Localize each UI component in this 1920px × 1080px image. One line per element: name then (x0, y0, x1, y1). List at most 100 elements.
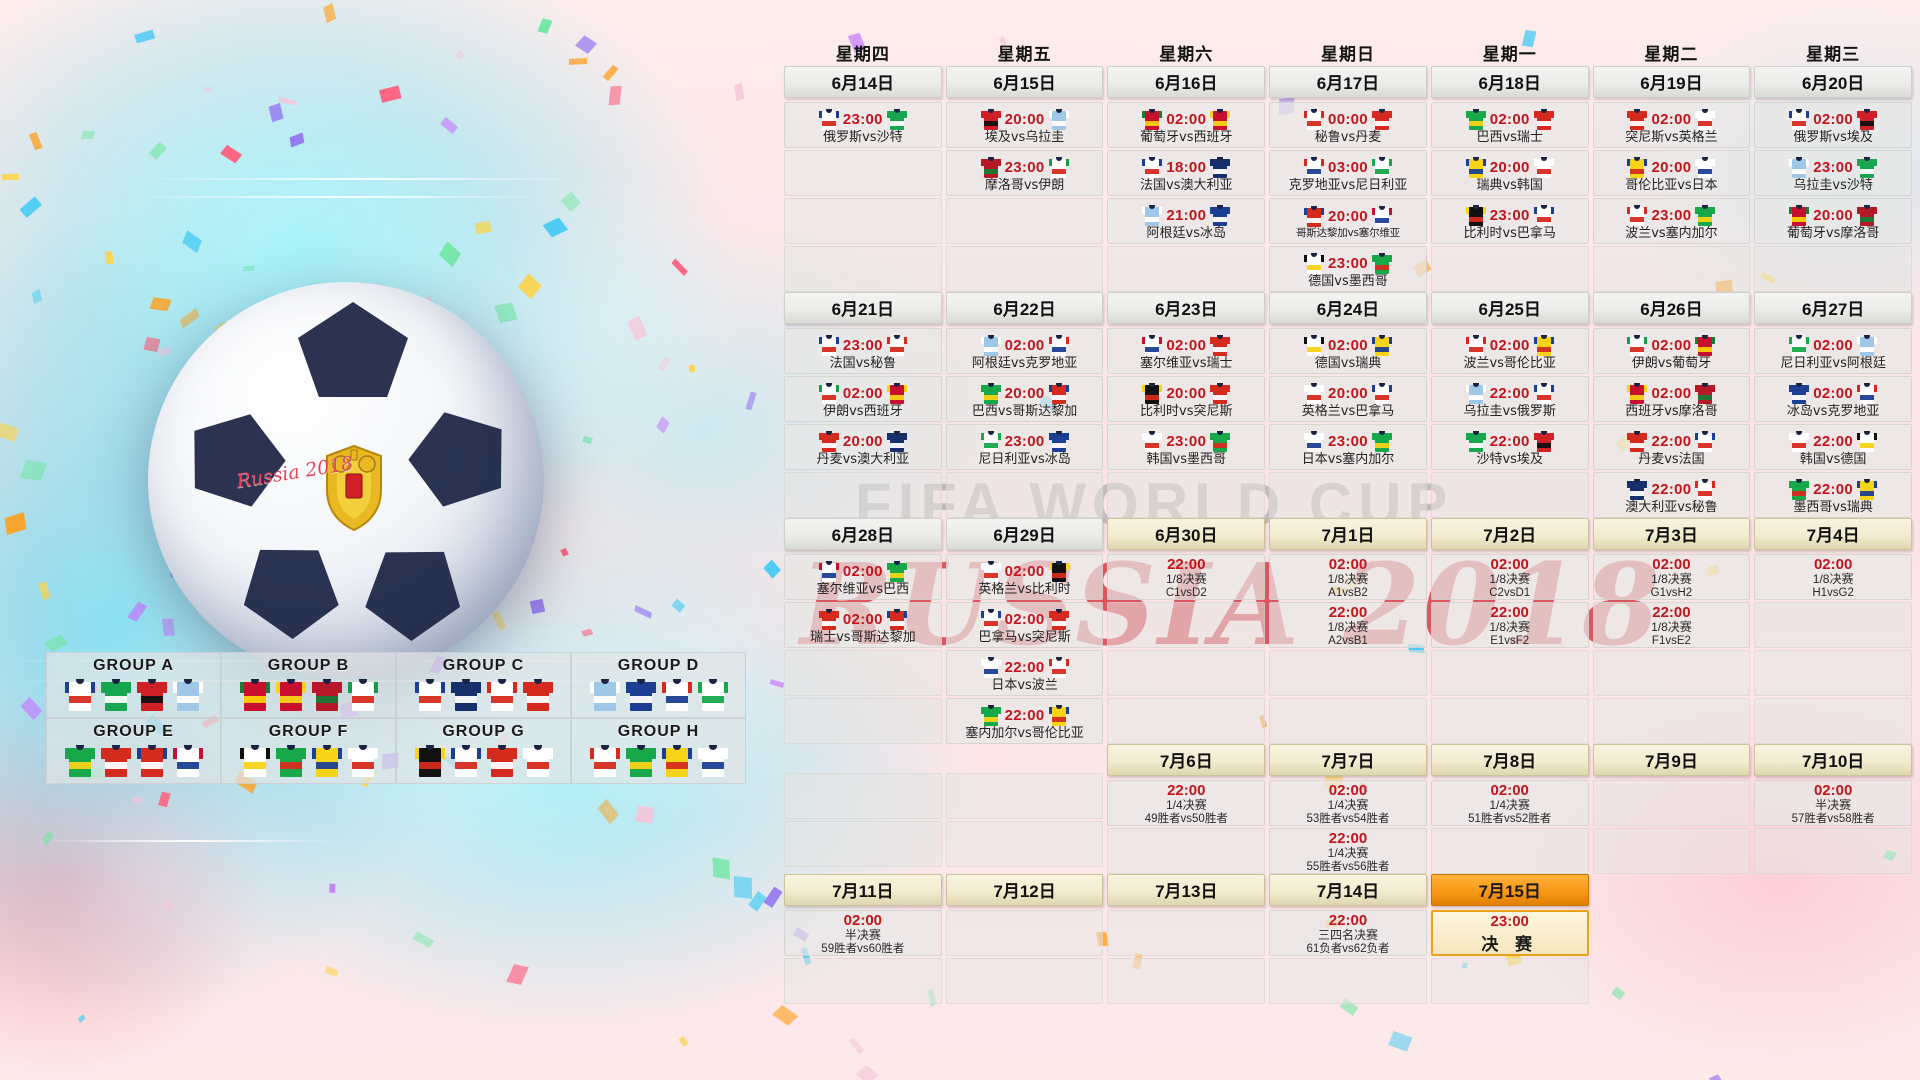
date-header-6月27日[interactable]: 6月27日 (1754, 292, 1912, 324)
date-header-7月12日[interactable]: 7月12日 (945, 874, 1104, 906)
date-header-7月7日[interactable]: 7月7日 (1269, 744, 1427, 776)
group-match-cell[interactable]: 20:00 巴西vs哥斯达黎加 (945, 376, 1104, 422)
group-match-cell[interactable]: 20:00 埃及vs乌拉圭 (945, 102, 1104, 148)
group-box-group-c[interactable]: GROUP C (396, 652, 571, 718)
group-match-cell[interactable]: 20:00 葡萄牙vs摩洛哥 (1754, 198, 1912, 244)
date-header-6月17日[interactable]: 6月17日 (1269, 66, 1427, 98)
date-header-6月30日[interactable]: 6月30日 (1107, 518, 1266, 550)
date-header-6月14日[interactable]: 6月14日 (784, 66, 942, 98)
group-match-cell[interactable]: 22:00 丹麦vs法国 (1592, 424, 1751, 470)
knockout-match-cell[interactable]: 02:00 半决赛 57胜者vs58胜者 (1754, 780, 1912, 826)
group-match-cell[interactable]: 23:00 法国vs秘鲁 (784, 328, 942, 374)
group-match-cell[interactable]: 23:00 日本vs塞内加尔 (1269, 424, 1427, 470)
knockout-match-cell[interactable]: 02:00 1/4决赛 53胜者vs54胜者 (1269, 780, 1427, 826)
group-match-cell[interactable]: 20:00 英格兰vs巴拿马 (1269, 376, 1427, 422)
group-box-group-d[interactable]: GROUP D (571, 652, 746, 718)
final-match-cell[interactable]: 23:00 决 赛 (1430, 910, 1589, 956)
group-match-cell[interactable]: 00:00 秘鲁vs丹麦 (1269, 102, 1427, 148)
date-header-6月25日[interactable]: 6月25日 (1430, 292, 1589, 324)
group-match-cell[interactable]: 20:00 丹麦vs澳大利亚 (784, 424, 942, 470)
date-header-6月28日[interactable]: 6月28日 (784, 518, 942, 550)
date-header-6月15日[interactable]: 6月15日 (945, 66, 1104, 98)
group-match-cell[interactable]: 22:00 墨西哥vs瑞典 (1754, 472, 1912, 518)
date-header-7月10日[interactable]: 7月10日 (1754, 744, 1912, 776)
group-match-cell[interactable]: 02:00 伊朗vs西班牙 (784, 376, 942, 422)
group-match-cell[interactable]: 02:00 巴西vs瑞士 (1430, 102, 1589, 148)
group-match-cell[interactable]: 23:00 摩洛哥vs伊朗 (945, 150, 1104, 196)
group-match-cell[interactable]: 22:00 塞内加尔vs哥伦比亚 (945, 698, 1104, 744)
group-match-cell[interactable]: 21:00 阿根廷vs冰岛 (1107, 198, 1266, 244)
group-match-cell[interactable]: 23:00 俄罗斯vs沙特 (784, 102, 942, 148)
group-match-cell[interactable]: 02:00 英格兰vs比利时 (945, 554, 1104, 600)
group-match-cell[interactable]: 20:00 哥斯达黎加vs塞尔维亚 (1269, 198, 1427, 244)
date-header-6月21日[interactable]: 6月21日 (784, 292, 942, 324)
group-match-cell[interactable]: 02:00 葡萄牙vs西班牙 (1107, 102, 1266, 148)
knockout-match-cell[interactable]: 22:00 1/4决赛 49胜者vs50胜者 (1107, 780, 1266, 826)
group-match-cell[interactable]: 02:00 塞尔维亚vs瑞士 (1107, 328, 1266, 374)
date-header-7月13日[interactable]: 7月13日 (1107, 874, 1266, 906)
knockout-match-cell[interactable]: 02:00 1/8决赛 G1vsH2 (1592, 554, 1751, 600)
date-header-6月23日[interactable]: 6月23日 (1107, 292, 1266, 324)
group-match-cell[interactable]: 22:00 韩国vs德国 (1754, 424, 1912, 470)
date-header-7月9日[interactable]: 7月9日 (1592, 744, 1751, 776)
knockout-match-cell[interactable]: 02:00 1/4决赛 51胜者vs52胜者 (1430, 780, 1589, 826)
group-match-cell[interactable]: 02:00 巴拿马vs突尼斯 (945, 602, 1104, 648)
date-header-6月26日[interactable]: 6月26日 (1592, 292, 1751, 324)
group-box-group-f[interactable]: GROUP F (221, 718, 396, 784)
group-box-group-h[interactable]: GROUP H (571, 718, 746, 784)
group-box-group-e[interactable]: GROUP E (46, 718, 221, 784)
group-match-cell[interactable]: 23:00 德国vs墨西哥 (1269, 246, 1427, 292)
knockout-match-cell[interactable]: 22:00 1/8决赛 F1vsE2 (1592, 602, 1751, 648)
group-match-cell[interactable]: 02:00 瑞士vs哥斯达黎加 (784, 602, 942, 648)
knockout-match-cell[interactable]: 22:00 1/8决赛 A2vsB1 (1269, 602, 1427, 648)
group-match-cell[interactable]: 23:00 波兰vs塞内加尔 (1592, 198, 1751, 244)
group-match-cell[interactable]: 23:00 尼日利亚vs冰岛 (945, 424, 1104, 470)
date-header-7月15日[interactable]: 7月15日 (1430, 874, 1589, 906)
group-match-cell[interactable]: 02:00 西班牙vs摩洛哥 (1592, 376, 1751, 422)
group-match-cell[interactable]: 23:00 乌拉圭vs沙特 (1754, 150, 1912, 196)
knockout-match-cell[interactable]: 02:00 半决赛 59胜者vs60胜者 (784, 910, 942, 956)
group-match-cell[interactable]: 22:00 乌拉圭vs俄罗斯 (1430, 376, 1589, 422)
date-header-7月2日[interactable]: 7月2日 (1430, 518, 1589, 550)
group-match-cell[interactable]: 22:00 沙特vs埃及 (1430, 424, 1589, 470)
date-header-6月24日[interactable]: 6月24日 (1269, 292, 1427, 324)
date-header-6月19日[interactable]: 6月19日 (1592, 66, 1751, 98)
date-header-7月14日[interactable]: 7月14日 (1269, 874, 1427, 906)
group-box-group-b[interactable]: GROUP B (221, 652, 396, 718)
group-box-group-g[interactable]: GROUP G (396, 718, 571, 784)
group-match-cell[interactable]: 02:00 德国vs瑞典 (1269, 328, 1427, 374)
date-header-7月4日[interactable]: 7月4日 (1754, 518, 1912, 550)
group-match-cell[interactable]: 03:00 克罗地亚vs尼日利亚 (1269, 150, 1427, 196)
group-match-cell[interactable]: 02:00 阿根廷vs克罗地亚 (945, 328, 1104, 374)
knockout-match-cell[interactable]: 02:00 1/8决赛 H1vsG2 (1754, 554, 1912, 600)
group-match-cell[interactable]: 20:00 瑞典vs韩国 (1430, 150, 1589, 196)
knockout-match-cell[interactable]: 22:00 1/8决赛 E1vsF2 (1430, 602, 1589, 648)
group-match-cell[interactable]: 02:00 塞尔维亚vs巴西 (784, 554, 942, 600)
group-box-group-a[interactable]: GROUP A (46, 652, 221, 718)
knockout-match-cell[interactable]: 22:00 1/8决赛 C1vsD2 (1107, 554, 1266, 600)
date-header-6月16日[interactable]: 6月16日 (1107, 66, 1266, 98)
date-header-7月1日[interactable]: 7月1日 (1269, 518, 1427, 550)
date-header-7月3日[interactable]: 7月3日 (1592, 518, 1751, 550)
date-header-6月29日[interactable]: 6月29日 (945, 518, 1104, 550)
group-match-cell[interactable]: 22:00 澳大利亚vs秘鲁 (1592, 472, 1751, 518)
knockout-match-cell[interactable]: 22:00 1/4决赛 55胜者vs56胜者 (1269, 828, 1427, 874)
group-match-cell[interactable]: 02:00 俄罗斯vs埃及 (1754, 102, 1912, 148)
date-header-6月22日[interactable]: 6月22日 (945, 292, 1104, 324)
group-match-cell[interactable]: 02:00 冰岛vs克罗地亚 (1754, 376, 1912, 422)
group-match-cell[interactable]: 02:00 突尼斯vs英格兰 (1592, 102, 1751, 148)
group-match-cell[interactable]: 02:00 波兰vs哥伦比亚 (1430, 328, 1589, 374)
group-match-cell[interactable]: 23:00 韩国vs墨西哥 (1107, 424, 1266, 470)
group-match-cell[interactable]: 20:00 比利时vs突尼斯 (1107, 376, 1266, 422)
group-match-cell[interactable]: 20:00 哥伦比亚vs日本 (1592, 150, 1751, 196)
group-match-cell[interactable]: 23:00 比利时vs巴拿马 (1430, 198, 1589, 244)
date-header-7月6日[interactable]: 7月6日 (1107, 744, 1266, 776)
group-match-cell[interactable]: 18:00 法国vs澳大利亚 (1107, 150, 1266, 196)
date-header-7月11日[interactable]: 7月11日 (784, 874, 942, 906)
knockout-match-cell[interactable]: 02:00 1/8决赛 C2vsD1 (1430, 554, 1589, 600)
date-header-6月18日[interactable]: 6月18日 (1430, 66, 1589, 98)
date-header-6月20日[interactable]: 6月20日 (1754, 66, 1912, 98)
date-header-7月8日[interactable]: 7月8日 (1430, 744, 1589, 776)
group-match-cell[interactable]: 02:00 尼日利亚vs阿根廷 (1754, 328, 1912, 374)
group-match-cell[interactable]: 02:00 伊朗vs葡萄牙 (1592, 328, 1751, 374)
